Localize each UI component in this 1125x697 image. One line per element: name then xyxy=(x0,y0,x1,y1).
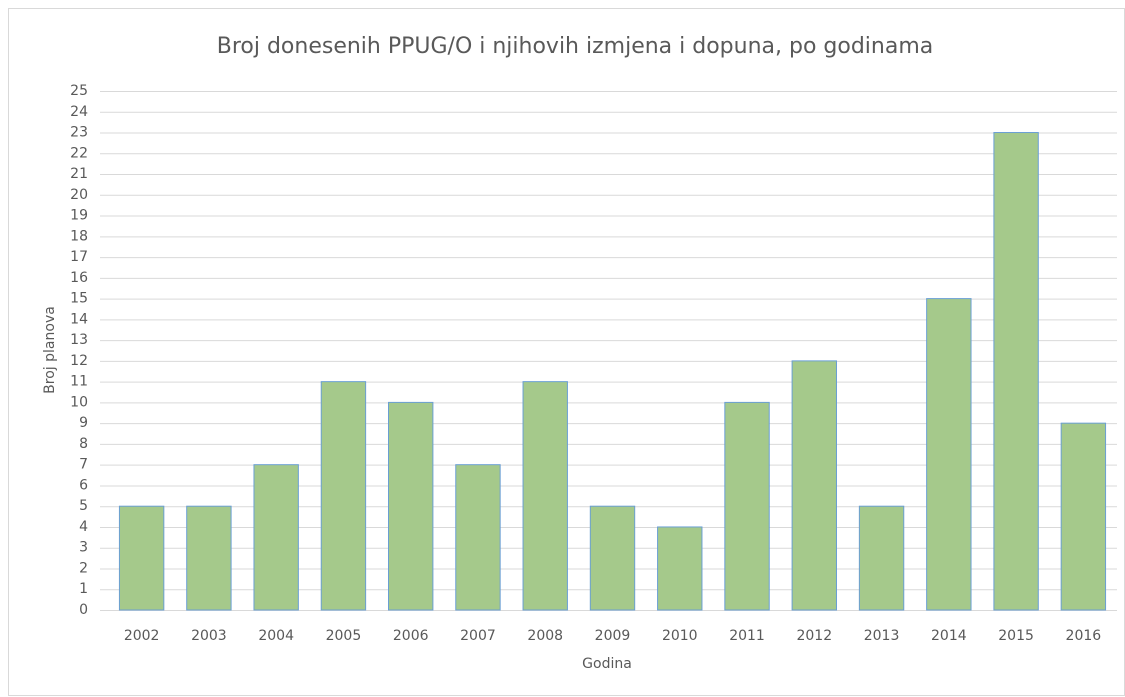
bar xyxy=(791,360,837,611)
y-tick-label: 0 xyxy=(79,602,88,618)
y-tick-label: 10 xyxy=(70,394,88,410)
x-tick-label: 2014 xyxy=(931,628,967,644)
bar xyxy=(186,505,232,611)
bar xyxy=(320,381,367,611)
x-tick-label: 2011 xyxy=(729,628,765,644)
y-tick-label: 2 xyxy=(79,560,88,576)
x-tick-label: 2010 xyxy=(662,628,698,644)
y-tick-label: 24 xyxy=(70,104,88,120)
y-tick-label: 5 xyxy=(79,498,88,514)
y-tick-label: 12 xyxy=(70,353,88,369)
bar xyxy=(388,401,434,611)
bar xyxy=(993,132,1039,611)
y-tick-label: 16 xyxy=(70,270,88,286)
bar xyxy=(253,464,299,611)
x-tick-label: 2009 xyxy=(595,628,631,644)
y-tick-label: 7 xyxy=(79,457,88,473)
y-tick-label: 1 xyxy=(79,581,88,597)
bar xyxy=(455,464,501,611)
x-tick-label: 2012 xyxy=(796,628,832,644)
x-tick-label: 2016 xyxy=(1066,628,1102,644)
y-tick-label: 21 xyxy=(70,166,88,182)
bar xyxy=(589,505,636,611)
y-tick-label: 3 xyxy=(79,540,88,556)
bar xyxy=(724,401,770,611)
x-tick-label: 2003 xyxy=(191,628,227,644)
x-tick-label: 2004 xyxy=(258,628,294,644)
bar xyxy=(522,381,568,611)
y-tick-label: 9 xyxy=(79,415,88,431)
x-tick-label: 2002 xyxy=(124,628,160,644)
x-tick-label: 2005 xyxy=(326,628,362,644)
bar xyxy=(1060,422,1107,611)
y-tick-label: 13 xyxy=(70,332,88,348)
x-tick-label: 2006 xyxy=(393,628,429,644)
x-tick-label: 2013 xyxy=(864,628,900,644)
y-tick-label: 15 xyxy=(70,291,88,307)
y-tick-label: 11 xyxy=(70,374,88,390)
y-tick-label: 14 xyxy=(70,311,88,327)
chart-title: Broj donesenih PPUG/O i njihovih izmjena… xyxy=(217,34,934,59)
y-tick-label: 22 xyxy=(70,145,88,161)
bar xyxy=(657,526,703,611)
y-tick-label: 23 xyxy=(70,125,88,141)
x-tick-label: 2007 xyxy=(460,628,496,644)
y-tick-label: 19 xyxy=(70,208,88,224)
bar xyxy=(118,505,165,611)
x-tick-label: 2008 xyxy=(527,628,563,644)
y-tick-label: 4 xyxy=(79,519,88,535)
x-tick-label: 2015 xyxy=(998,628,1034,644)
y-tick-label: 6 xyxy=(79,477,88,493)
y-tick-label: 18 xyxy=(70,228,88,244)
y-axis-label: Broj planova xyxy=(42,306,58,394)
bar xyxy=(926,298,972,611)
y-tick-label: 17 xyxy=(70,249,88,265)
y-tick-label: 20 xyxy=(70,187,88,203)
y-tick-label: 25 xyxy=(70,83,88,99)
x-axis-label: Godina xyxy=(582,656,632,672)
y-tick-label: 8 xyxy=(79,436,88,452)
bar xyxy=(858,505,905,611)
